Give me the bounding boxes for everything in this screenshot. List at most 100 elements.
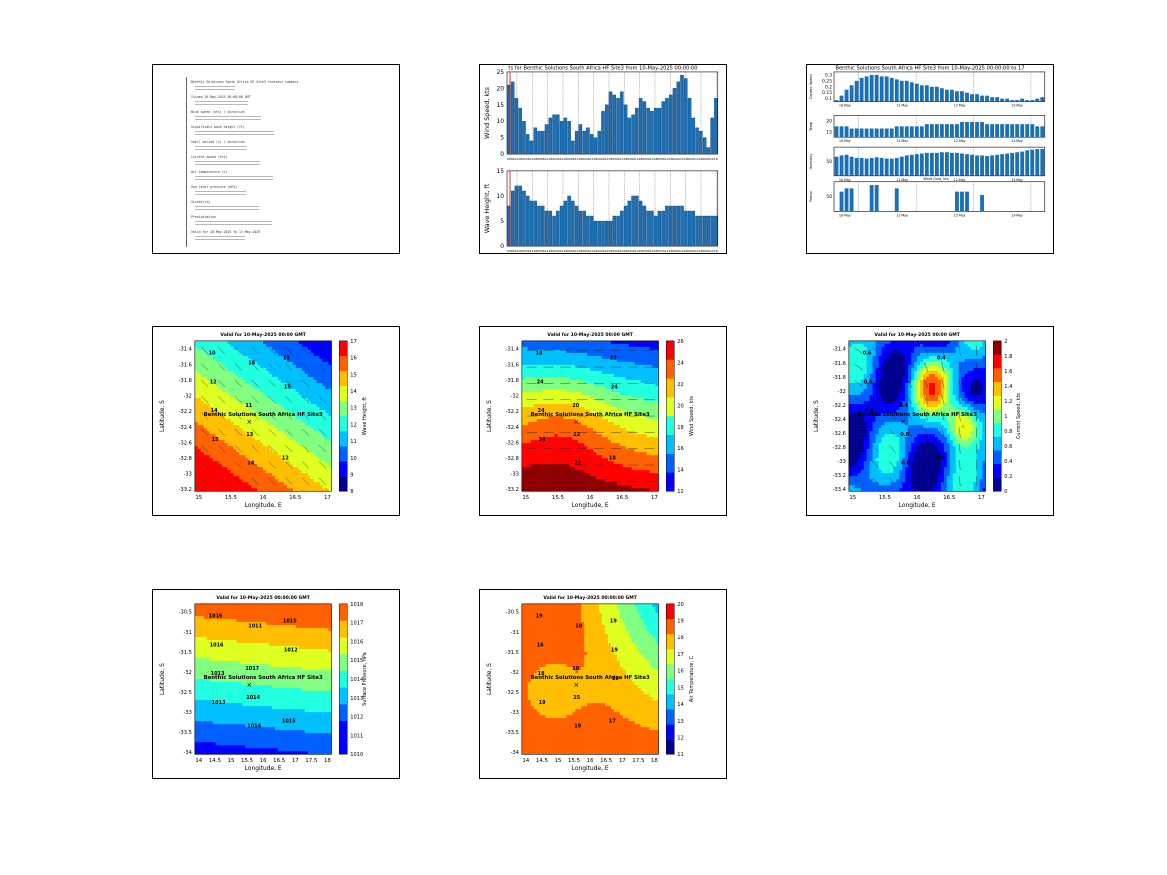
- contour-cell: [212, 452, 216, 456]
- time-tick-label: 00: [537, 157, 541, 161]
- contour-cell: [551, 452, 555, 456]
- contour-cell: [280, 440, 285, 444]
- contour-cell: [316, 404, 320, 408]
- contour-cell: [640, 391, 644, 396]
- contour-cell: [533, 340, 538, 345]
- contour-cell: [313, 394, 317, 399]
- contour-cell: [251, 473, 255, 477]
- contour-cell: [619, 455, 624, 459]
- contour-cell: [269, 394, 273, 399]
- contour-cell: [266, 413, 270, 417]
- contour-cell: [242, 352, 246, 357]
- contour-cell: [557, 428, 561, 432]
- vector-arrow: [268, 363, 276, 371]
- contour-cell: [548, 376, 552, 381]
- contour-cell: [218, 410, 222, 414]
- contour-cell: [563, 416, 567, 420]
- contour-cell: [292, 373, 297, 378]
- contour-cell: [295, 443, 300, 447]
- contour-cell: [572, 401, 576, 405]
- contour-cell: [289, 361, 294, 366]
- contour-cell: [328, 446, 332, 450]
- time-tick-label: 06: [541, 157, 545, 161]
- contour-cell: [533, 385, 538, 390]
- contour-cell: [260, 407, 264, 411]
- contour-cell: [613, 343, 618, 348]
- contour-cell: [634, 467, 638, 471]
- contour-cell: [602, 364, 606, 369]
- contour-cell: [230, 443, 234, 447]
- contour-cell: [602, 431, 606, 435]
- contour-cell: [307, 361, 311, 366]
- contour-cell: [628, 373, 632, 378]
- contour-cell: [322, 467, 326, 471]
- time-tick-label: 06: [631, 249, 635, 253]
- contour-cell: [634, 361, 638, 366]
- chart-title: Benthic Solutions South Africa HF Site3 …: [835, 65, 1024, 71]
- contour-cell: [554, 391, 558, 396]
- contour-cell: [236, 446, 240, 450]
- contour-cell: [283, 446, 288, 450]
- contour-cell: [655, 416, 659, 420]
- contour-cell: [587, 458, 591, 462]
- contour-cell: [521, 349, 526, 354]
- contour-cell: [200, 458, 205, 462]
- contour-cell: [545, 358, 549, 363]
- contour-cell: [275, 379, 279, 384]
- data-bar: [589, 215, 594, 247]
- contour-cell: [292, 425, 297, 429]
- contour-cell: [578, 370, 582, 375]
- contour-cell: [521, 404, 526, 408]
- contour-cell: [263, 449, 267, 453]
- contour-cell: [325, 352, 329, 357]
- contour-cell: [649, 355, 653, 360]
- contour-cell: [604, 422, 609, 426]
- contour-cell: [304, 485, 308, 489]
- contour-cell: [328, 388, 332, 393]
- contour-cell: [289, 358, 294, 363]
- contour-cell: [322, 364, 326, 369]
- contour-cell: [203, 343, 208, 348]
- contour-cell: [548, 349, 552, 354]
- contour-cell: [539, 370, 543, 375]
- contour-cell: [607, 401, 612, 405]
- contour-cell: [596, 449, 600, 453]
- contour-cell: [542, 343, 546, 348]
- contour-cell: [563, 388, 567, 393]
- contour-cell: [266, 428, 270, 432]
- contour-cell: [248, 467, 252, 471]
- contour-cell: [260, 376, 264, 381]
- data-bar: [995, 97, 1000, 102]
- contour-cell: [631, 446, 635, 450]
- contour-cell: [295, 449, 300, 453]
- contour-cell: [295, 379, 300, 384]
- contour-cell: [607, 434, 612, 438]
- contour-cell: [200, 428, 205, 432]
- contour-cell: [209, 340, 213, 345]
- contour-cell: [548, 452, 552, 456]
- contour-cell: [236, 355, 240, 360]
- contour-cell: [628, 385, 632, 390]
- contour-cell: [295, 410, 300, 414]
- contour-cell: [521, 413, 526, 417]
- vector-arrow: [318, 461, 327, 469]
- contour-cell: [292, 391, 297, 396]
- contour-cell: [628, 379, 632, 384]
- contour-cell: [313, 458, 317, 462]
- contour-cell: [551, 416, 555, 420]
- contour-cell: [625, 391, 630, 396]
- contour-cell: [200, 440, 205, 444]
- contour-cell: [655, 340, 659, 345]
- contour-cell: [227, 437, 231, 441]
- contour-cell: [212, 370, 216, 375]
- contour-cell: [584, 376, 588, 381]
- data-bar: [1020, 124, 1025, 138]
- contour-cell: [322, 446, 326, 450]
- contour-cell: [260, 485, 264, 489]
- contour-cell: [640, 355, 644, 360]
- contour-cell: [304, 473, 308, 477]
- contour-cell: [310, 476, 314, 480]
- contour-cell: [640, 440, 644, 444]
- time-tick-label: 06: [706, 157, 710, 161]
- contour-cell: [610, 388, 615, 393]
